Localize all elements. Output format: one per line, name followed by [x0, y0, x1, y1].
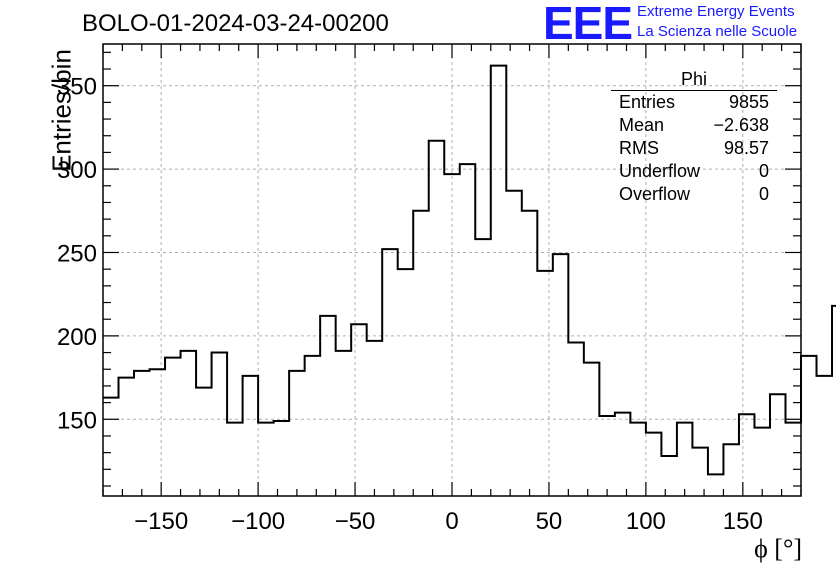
- stats-box-title: Phi: [611, 68, 777, 91]
- y-tick-label: 150: [57, 407, 97, 434]
- x-tick-label: −150: [134, 508, 188, 535]
- stats-label: Entries: [619, 92, 676, 112]
- logo-caption-line2: La Scienza nelle Scuole: [637, 23, 798, 40]
- y-tick-label: 350: [57, 74, 97, 101]
- stats-value: 0: [758, 161, 769, 181]
- stats-value: 0: [758, 184, 769, 204]
- histogram-line: [103, 64, 836, 476]
- x-tick-label: −100: [231, 508, 285, 535]
- y-tick-label: 200: [57, 324, 97, 351]
- stats-label: RMS: [619, 138, 659, 158]
- x-tick-label: −50: [335, 508, 376, 535]
- stats-row: Overflow 0: [611, 183, 777, 206]
- y-tick-label: 250: [57, 240, 97, 267]
- stats-row: RMS 98.57: [611, 137, 777, 160]
- stats-value: −2.638: [713, 115, 769, 135]
- stats-row: Mean −2.638: [611, 114, 777, 137]
- y-tick-label: 300: [57, 157, 97, 184]
- stats-value: 9855: [728, 92, 769, 112]
- axis-ticks: [102, 44, 802, 496]
- stats-row: Entries 9855: [611, 91, 777, 114]
- logo-caption: Extreme Energy Events La Scienza nelle S…: [637, 2, 797, 42]
- x-tick-label: 100: [626, 508, 666, 535]
- grid-lines: [103, 44, 801, 496]
- stats-label: Underflow: [619, 161, 701, 181]
- x-tick-label: 50: [536, 508, 563, 535]
- y-axis-label: Entries/bin: [46, 49, 77, 172]
- x-tick-label: 0: [445, 508, 458, 535]
- logo-caption-line1: Extreme Energy Events: [637, 3, 795, 20]
- x-tick-label: 150: [723, 508, 763, 535]
- x-axis-label: ϕ [°]: [754, 534, 802, 563]
- stats-row: Underflow 0: [611, 160, 777, 183]
- stats-label: Mean: [619, 115, 665, 135]
- stats-box: Phi Entries 9855 Mean −2.638 RMS 98.57 Unde…: [611, 68, 777, 206]
- eee-logo: EEE: [543, 0, 633, 49]
- stats-value: 98.57: [723, 138, 769, 158]
- chart-title: BOLO-01-2024-03-24-00200: [82, 10, 389, 37]
- plot-frame: [102, 43, 802, 497]
- axis-tick-labels: −150 −100 −50 0 50 100 150 150 200 250 300 350: [57, 74, 763, 535]
- stats-label: Overflow: [619, 184, 691, 204]
